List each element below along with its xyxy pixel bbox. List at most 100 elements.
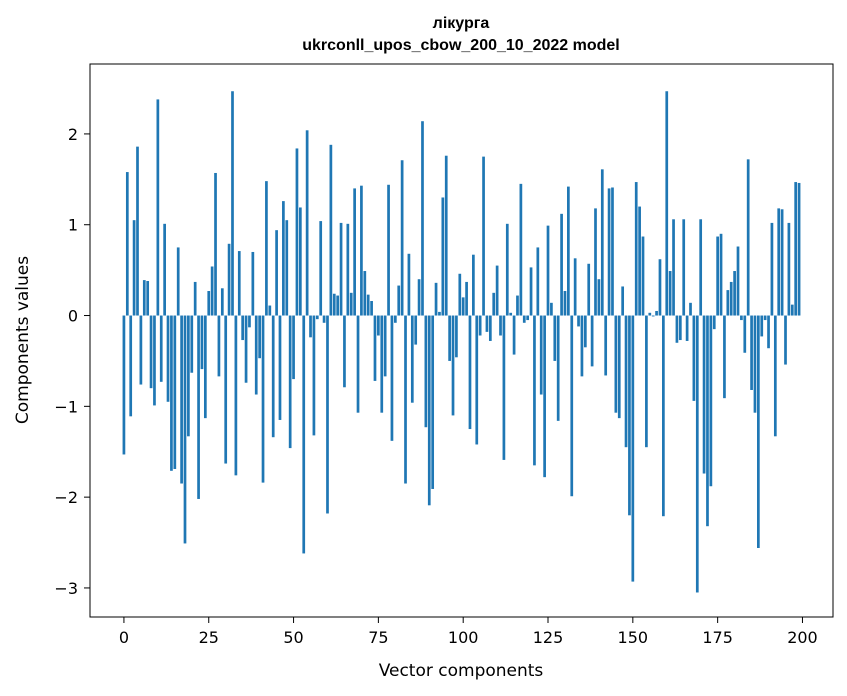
x-tick-label: 125 (533, 628, 564, 647)
x-tick-label: 75 (368, 628, 388, 647)
bar-8 (149, 315, 153, 389)
bar-41 (261, 315, 265, 483)
bar-131 (567, 186, 570, 316)
bar-199 (797, 182, 801, 316)
bar-70 (360, 185, 363, 316)
y-tick-label: −1 (54, 397, 78, 416)
bar-54 (305, 130, 309, 316)
bar-125 (546, 225, 550, 316)
bar-69 (356, 315, 360, 413)
bar-166 (685, 315, 689, 341)
bar-20 (190, 315, 194, 373)
bar-186 (753, 315, 757, 413)
bar-83 (404, 315, 407, 484)
bar-177 (723, 315, 726, 399)
bar-147 (621, 286, 625, 316)
bar-113 (505, 223, 509, 316)
bar-198 (794, 182, 798, 316)
bar-79 (390, 315, 394, 441)
bar-14 (170, 315, 173, 471)
bar-180 (733, 271, 736, 316)
bar-144 (611, 187, 614, 316)
bar-75 (377, 315, 380, 336)
bar-0 (122, 315, 126, 455)
bar-88 (421, 121, 424, 316)
bar-112 (502, 315, 506, 460)
bar-57 (315, 315, 319, 320)
bar-86 (414, 315, 418, 345)
bar-62 (332, 293, 336, 316)
bar-82 (400, 160, 404, 316)
bar-183 (743, 315, 747, 353)
bar-55 (309, 315, 312, 338)
bar-171 (702, 315, 706, 474)
bar-107 (485, 315, 489, 332)
bar-135 (580, 315, 584, 377)
bar-197 (790, 304, 794, 316)
bar-11 (159, 315, 163, 382)
bar-124 (543, 315, 546, 478)
bar-133 (573, 258, 577, 316)
bar-1 (125, 172, 129, 316)
bar-117 (519, 183, 523, 316)
bar-193 (777, 208, 781, 316)
bar-119 (526, 315, 530, 321)
bar-46 (278, 315, 282, 420)
bar-153 (641, 236, 645, 316)
y-axis-ticks: −3 −2 −1 0 1 2 (54, 125, 90, 598)
bar-148 (624, 315, 628, 448)
bar-65 (343, 315, 346, 388)
y-tick-label: −3 (54, 579, 78, 598)
bar-123 (539, 315, 543, 395)
bar-136 (583, 315, 587, 348)
bar-37 (248, 315, 251, 328)
bar-169 (695, 315, 699, 593)
bar-53 (302, 315, 306, 554)
bar-31 (227, 243, 231, 316)
bar-162 (672, 219, 675, 316)
bar-38 (251, 251, 255, 316)
bar-23 (200, 315, 204, 370)
bar-5 (139, 315, 143, 385)
bar-188 (760, 315, 764, 337)
bar-192 (773, 315, 777, 437)
bar-195 (784, 315, 787, 365)
bar-130 (563, 291, 567, 316)
bar-60 (326, 315, 329, 514)
bar-103 (472, 254, 475, 316)
bar-7 (146, 281, 150, 316)
bar-50 (292, 315, 295, 380)
bar-64 (339, 222, 343, 316)
bar-122 (536, 247, 540, 316)
bar-126 (550, 302, 553, 316)
bar-163 (675, 315, 679, 343)
bar-39 (254, 315, 258, 395)
bar-160 (665, 91, 669, 316)
bar-190 (767, 315, 770, 349)
bar-77 (383, 315, 387, 377)
bar-161 (668, 271, 672, 316)
x-tick-label: 150 (618, 628, 649, 647)
x-axis-ticks: 0 25 50 75 100 125 150 175 200 (119, 617, 818, 647)
bar-121 (533, 315, 536, 466)
bar-118 (522, 315, 526, 323)
bar-26 (210, 266, 214, 316)
bar-16 (176, 247, 180, 316)
bar-152 (638, 206, 641, 316)
bar-158 (658, 259, 662, 316)
bar-149 (628, 315, 631, 516)
bar-13 (166, 315, 170, 402)
bar-159 (662, 315, 665, 517)
x-tick-label: 175 (702, 628, 733, 647)
bar-92 (434, 282, 438, 316)
bar-99 (458, 273, 462, 316)
bar-100 (461, 297, 465, 316)
bar-45 (275, 230, 278, 316)
bar-34 (237, 251, 241, 316)
bar-151 (634, 182, 638, 316)
bar-176 (719, 233, 723, 316)
bar-89 (424, 315, 428, 428)
bar-63 (336, 295, 340, 316)
bar-182 (740, 315, 743, 321)
bar-43 (268, 305, 272, 316)
